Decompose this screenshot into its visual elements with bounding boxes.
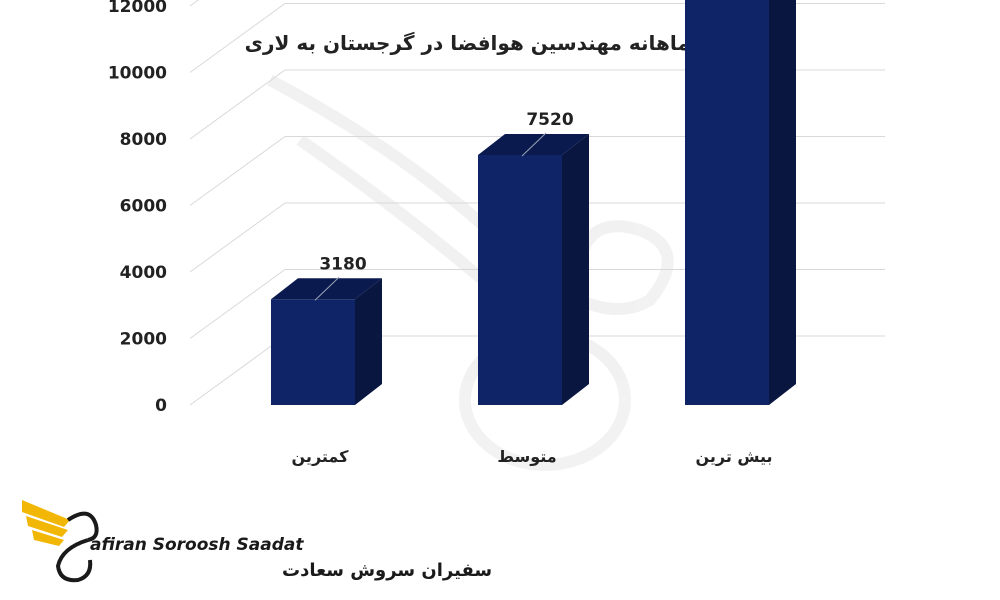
data-label-leader — [314, 276, 340, 301]
category-label: بیش ترین — [695, 447, 772, 466]
brand-logo: afiran Soroosh Saadat سفیران سروش سعادت — [22, 500, 492, 583]
bar-side — [355, 278, 382, 405]
y-tick-label: 2000 — [120, 330, 167, 350]
y-tick-label: 12000 — [108, 0, 167, 17]
category-label: کمترین — [292, 447, 350, 466]
data-labels: 3180752015400 — [314, 110, 574, 301]
y-tick-label: 8000 — [120, 130, 167, 150]
bar-front — [685, 0, 769, 405]
y-tick-label: 0 — [155, 396, 167, 416]
logo-text-fa: سفیران سروش سعادت — [282, 560, 492, 581]
bars — [271, 0, 796, 405]
data-label-leader — [521, 132, 547, 157]
category-label: متوسط — [497, 447, 556, 466]
gridline-side — [189, 202, 286, 273]
gridline-side — [189, 0, 200, 7]
bird-logo-icon — [22, 500, 99, 583]
gridline-side — [189, 269, 286, 339]
x-axis-categories: کمترین متوسط بیش ترین — [292, 447, 773, 466]
logo-text-en: afiran Soroosh Saadat — [90, 535, 304, 555]
y-axis-ticks: 0200040006000800010000120001400016000 — [108, 0, 167, 416]
y-tick-label: 6000 — [120, 197, 167, 217]
data-label: 7520 — [526, 110, 573, 130]
bar-front — [478, 154, 562, 405]
bar-side — [769, 0, 796, 405]
bar-front — [271, 299, 355, 405]
bar-side — [562, 133, 589, 405]
chart-title: درآمد ماهانه مهندسین هوافضا در گرجستان ب… — [245, 30, 750, 55]
y-tick-label: 4000 — [120, 263, 167, 283]
data-label: 3180 — [319, 254, 366, 274]
y-tick-label: 10000 — [108, 64, 167, 84]
gridline-side — [189, 335, 286, 406]
gridline-side — [189, 69, 286, 140]
gridline-side — [189, 3, 286, 73]
gridline-side — [189, 136, 286, 206]
